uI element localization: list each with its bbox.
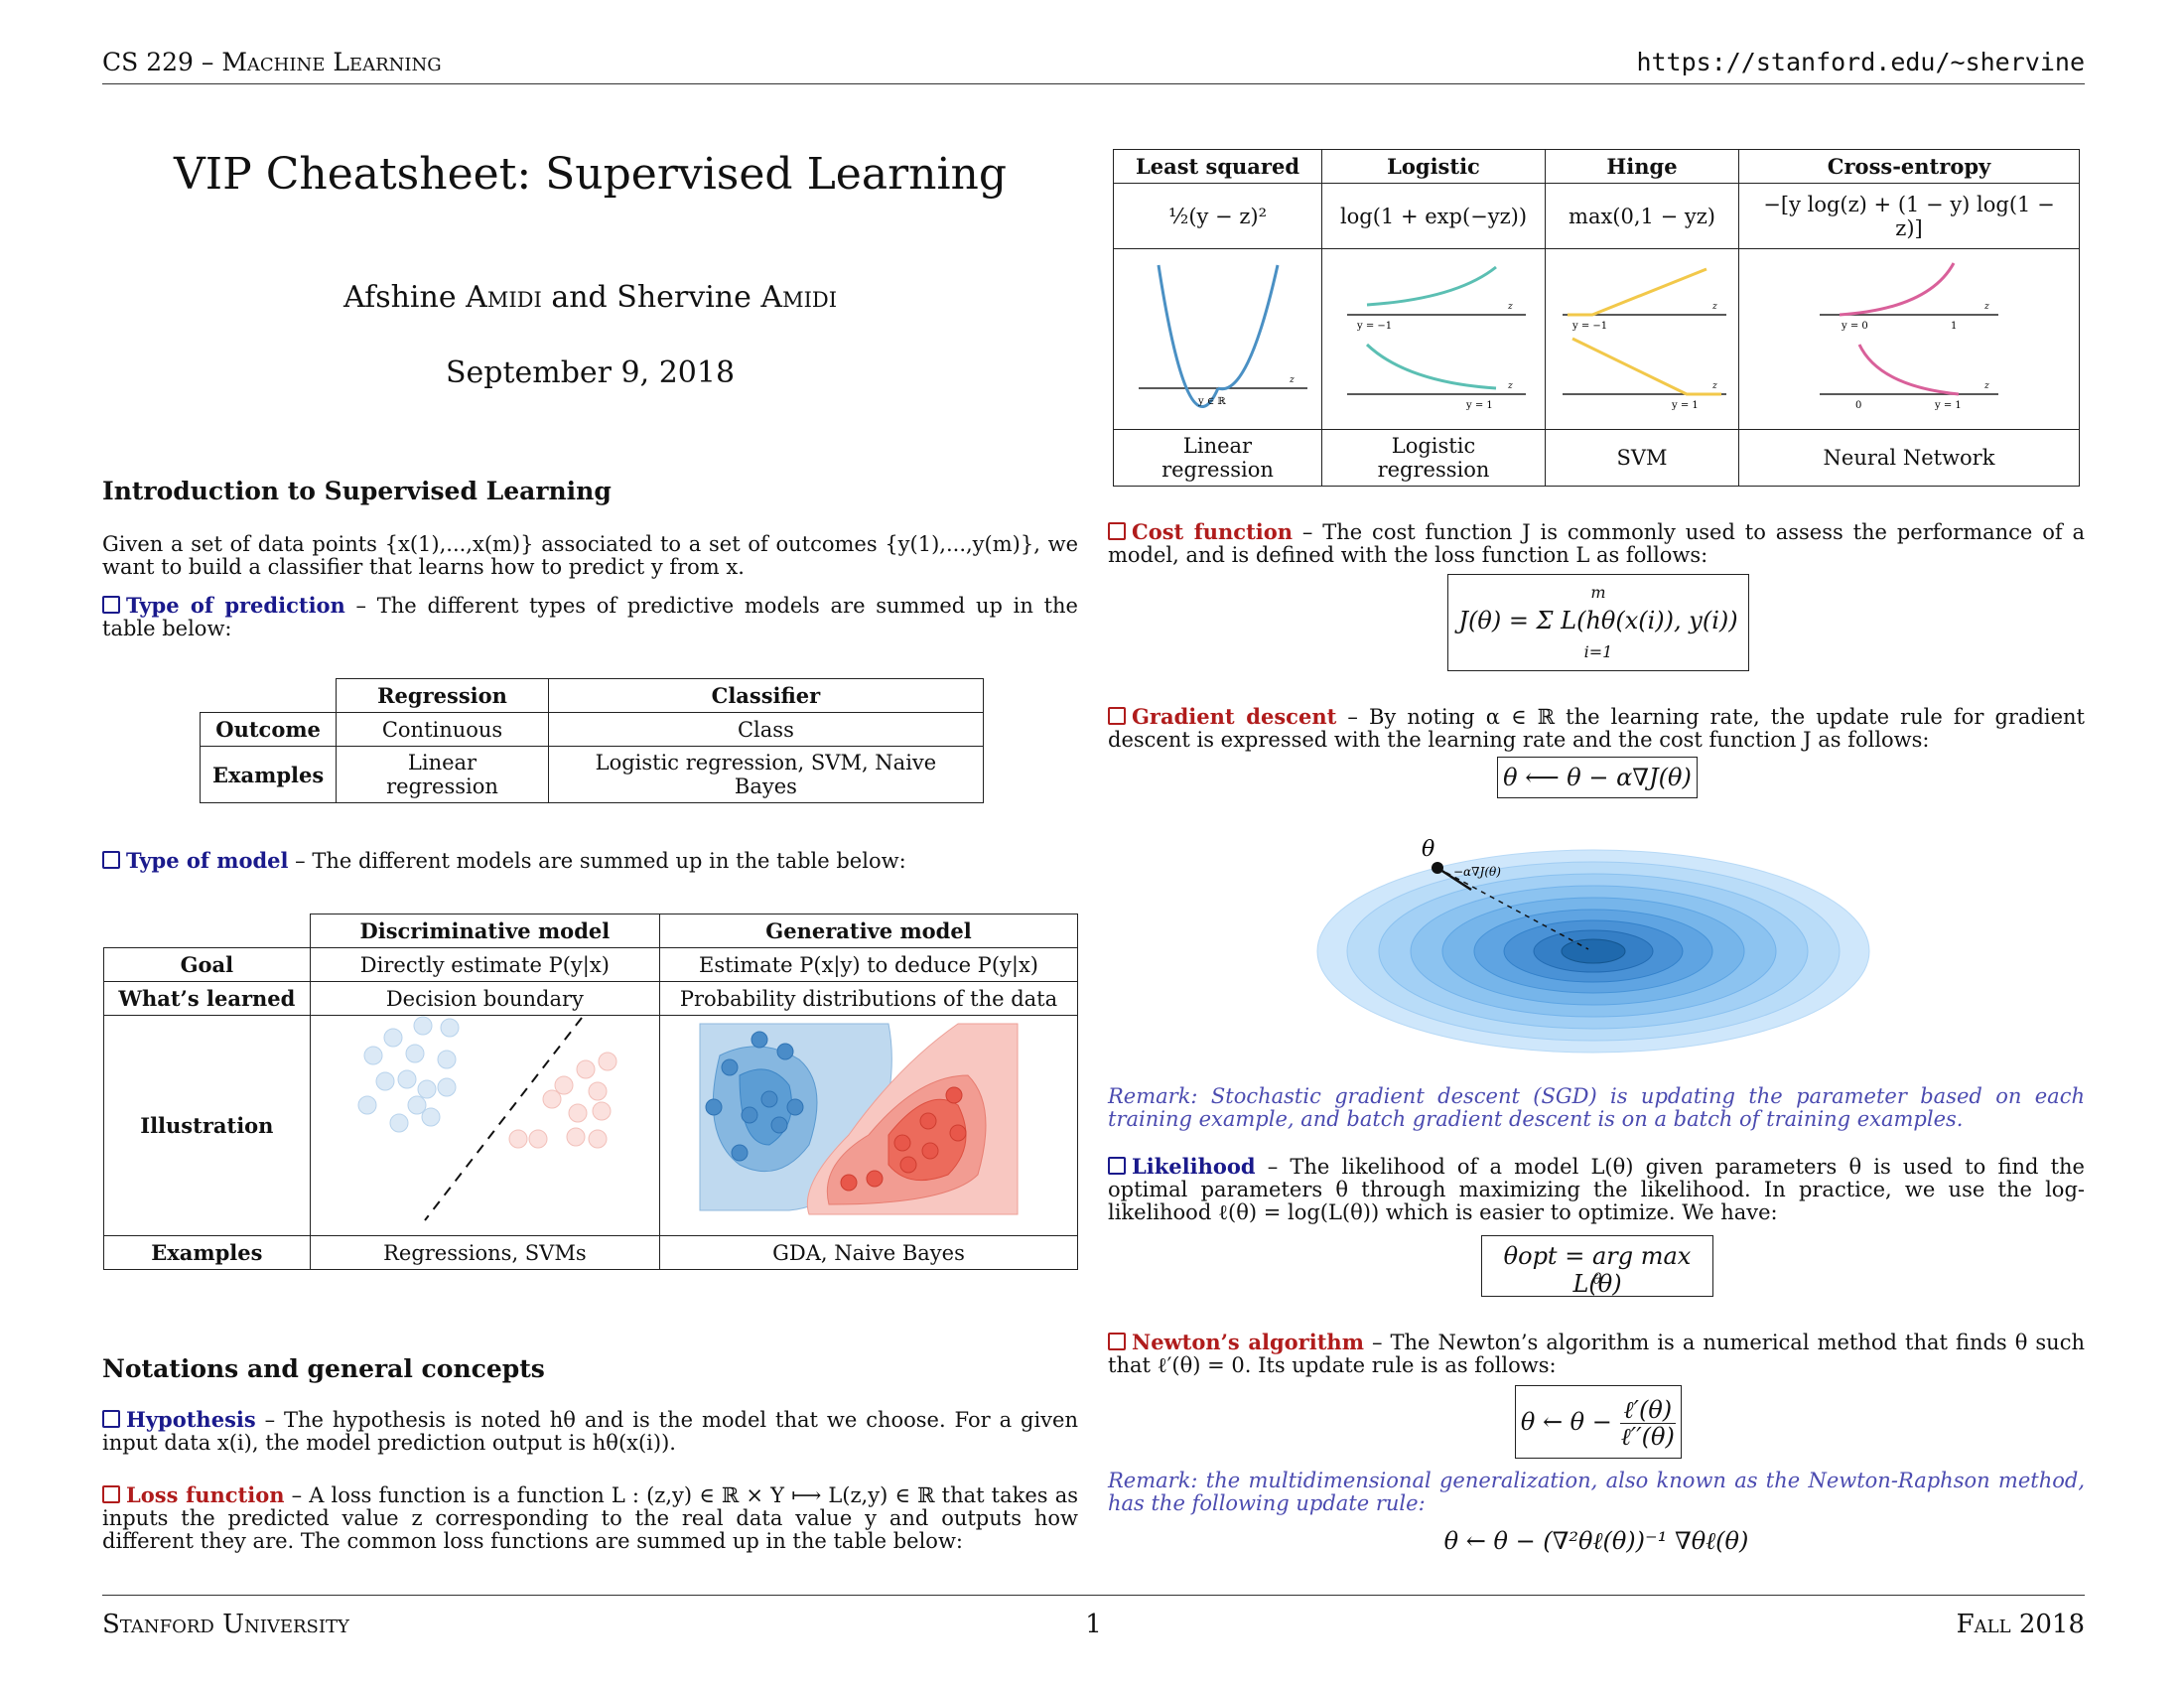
type-model-paragraph: Type of model – The different models are… [102,849,1078,873]
checkbox-icon [1108,707,1126,725]
gradient-descent-illustration: θ −α∇J(θ) [1316,837,1870,1054]
generative-illustration [659,1015,1078,1236]
svg-text:y = 0: y = 0 [1841,321,1868,332]
formula-cross-entropy: −[y log(z) + (1 − y) log(1 − z)] [1738,183,2080,249]
svg-text:z: z [1289,375,1295,385]
date: September 9, 2018 [445,355,736,390]
table-row: Examples Regressions, SVMs GDA, Naive Ba… [103,1235,1078,1270]
svg-text:−α∇J(θ): −α∇J(θ) [1453,865,1501,879]
page-number: 1 [1085,1610,1102,1639]
plot-least-squared: z y ∈ ℝ [1113,248,1322,430]
plot-cross-entropy: z z y = 0 1 0 y = 1 [1738,248,2080,430]
newton-raphson-remark: Remark: the multidimensional generalizat… [1108,1469,2085,1515]
checkbox-icon [102,596,120,614]
discriminative-illustration [309,1015,661,1236]
term: Fall 2018 [1956,1610,2085,1639]
likelihood-paragraph: Likelihood – The likelihood of a model L… [1108,1154,2085,1224]
table-row: What’s learned Decision boundary Probabi… [103,981,1078,1016]
svg-text:z: z [1711,381,1717,391]
plot-logistic: z z y = −1 y = 1 [1321,248,1546,430]
page-title: VIP Cheatsheet: Supervised Learning [173,149,1008,200]
svg-text:z: z [1983,381,1989,391]
authors: Afshine Amidi and Shervine Amidi [342,280,838,315]
formula-logistic: log(1 + exp(−yz)) [1321,183,1546,249]
checkbox-icon [102,851,120,869]
likelihood-equation: θopt = arg max L(θ) θ [1481,1235,1713,1298]
gradient-descent-paragraph: Gradient descent – By noting α ∈ ℝ the l… [1108,704,2085,752]
checkbox-icon [1108,1157,1126,1175]
svg-text:y = −1: y = −1 [1356,321,1392,332]
course-title: CS 229 – Machine Learning [102,48,442,76]
svg-text:0: 0 [1855,400,1861,411]
page-header: CS 229 – Machine Learning https://stanfo… [102,44,2085,84]
author-url[interactable]: https://stanford.edu/~shervine [1636,48,2085,76]
svg-text:z: z [1507,381,1513,391]
checkbox-icon [1108,1333,1126,1350]
table-row: Examples Linear regression Logistic regr… [199,746,985,803]
svg-text:z: z [1507,302,1513,312]
prediction-table: Regression Classifier Outcome Continuous… [199,678,985,803]
svg-text:1: 1 [1951,321,1957,332]
type-prediction-paragraph: Type of prediction – The different types… [102,593,1078,640]
svg-text:y = −1: y = −1 [1571,321,1607,332]
formula-hinge: max(0,1 − yz) [1545,183,1739,249]
university: Stanford University [102,1610,349,1639]
table-row: Goal Directly estimate P(y|x) Estimate P… [103,947,1078,982]
table-row: Outcome Continuous Class [199,712,985,747]
checkbox-icon [102,1485,120,1503]
formula-least-squared: ½(y − z)² [1113,183,1322,249]
section-heading-notations: Notations and general concepts [102,1354,545,1383]
section-heading-intro: Introduction to Supervised Learning [102,477,612,505]
sgd-remark: Remark: Stochastic gradient descent (SGD… [1108,1084,2085,1131]
page-footer: Stanford University 1 Fall 2018 [102,1595,2085,1645]
svg-text:z: z [1983,302,1989,312]
checkbox-icon [102,1410,120,1428]
hypothesis-paragraph: Hypothesis – The hypothesis is noted hθ … [102,1407,1078,1455]
newton-raphson-equation: θ ← θ − (∇²θℓ(θ))⁻¹ ∇θℓ(θ) [1443,1527,1749,1555]
newton-paragraph: Newton’s algorithm – The Newton’s algori… [1108,1330,2085,1377]
table-row: Illustration [103,1015,1078,1236]
cost-equation: m J(θ) = Σ L(hθ(x(i)), y(i)) i=1 [1447,574,1749,671]
svg-text:y = 1: y = 1 [1465,400,1493,411]
svg-text:y = 1: y = 1 [1934,400,1962,411]
svg-text:z: z [1711,302,1717,312]
plot-hinge: z z y = −1 y = 1 [1545,248,1739,430]
svg-text:y = 1: y = 1 [1671,400,1699,411]
gradient-equation: θ ⟵ θ − α∇J(θ) [1497,757,1698,798]
loss-function-paragraph: Loss function – A loss function is a fun… [102,1482,1078,1553]
checkbox-icon [1108,522,1126,540]
svg-text:θ: θ [1422,837,1434,862]
loss-table: Least squared Logistic Hinge Cross-entro… [1113,149,2080,487]
intro-paragraph: Given a set of data points {x(1),...,x(m… [102,532,1078,579]
cost-function-paragraph: Cost function – The cost function J is c… [1108,519,2085,567]
svg-text:y ∈ ℝ: y ∈ ℝ [1197,396,1226,407]
newton-equation: θ ← θ − ℓ′(θ) ℓ′′(θ) [1515,1385,1682,1459]
model-table: Discriminative model Generative model Go… [103,914,1078,1270]
